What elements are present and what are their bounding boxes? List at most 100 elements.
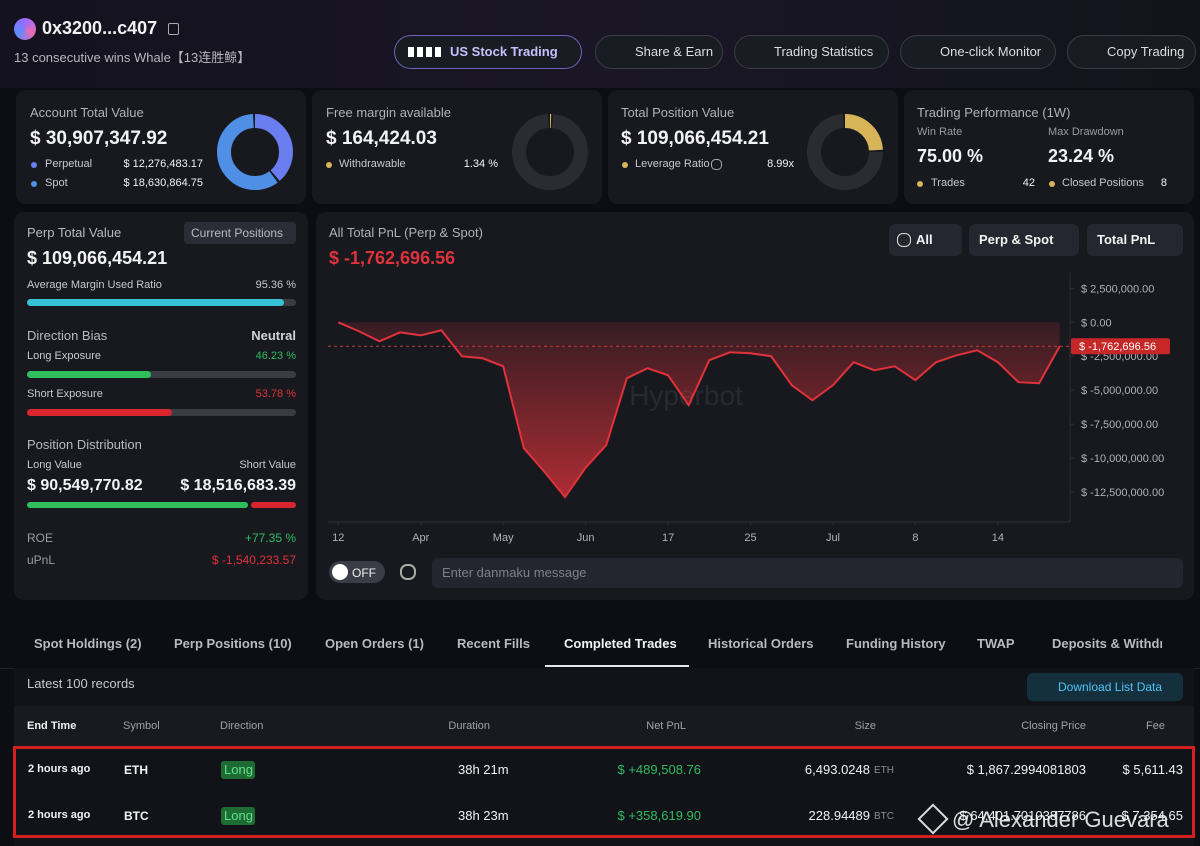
- cell: 2 hours ago: [28, 809, 91, 822]
- column-header[interactable]: Fee: [1146, 720, 1165, 733]
- current-positions-button[interactable]: [184, 222, 296, 244]
- tab[interactable]: Recent Fills: [457, 636, 530, 652]
- x-tick-label: 12: [332, 532, 344, 544]
- button-label[interactable]: Current Positions: [191, 225, 284, 240]
- tab[interactable]: Deposits & Withdrawals: [1052, 636, 1162, 652]
- column-header[interactable]: Size: [854, 720, 876, 733]
- x-tick-label: Jul: [826, 532, 840, 544]
- cell: $ 64,401.7010387786: [959, 808, 1086, 824]
- y-tick-label: $ -7,500,000.00: [1081, 419, 1158, 431]
- text: Closed Positions: [1062, 177, 1144, 190]
- bar-fill: [27, 299, 284, 306]
- donut-segment: [217, 114, 293, 190]
- pnl-line: [337, 321, 1061, 499]
- value: 53.78 %: [255, 388, 296, 401]
- cell: Long: [224, 808, 253, 824]
- clock-icon: [897, 233, 911, 247]
- metric-filter[interactable]: [1087, 224, 1183, 256]
- direction-badge: [221, 761, 255, 779]
- cell: 38h 23m: [458, 808, 509, 824]
- tab[interactable]: Funding History: [846, 636, 946, 652]
- tab[interactable]: Historical Orders: [708, 636, 814, 652]
- input-placeholder[interactable]: Enter danmaku message: [442, 565, 587, 581]
- cell: $ +489,508.76: [617, 762, 702, 778]
- tab[interactable]: Perp Positions (10): [174, 636, 292, 652]
- value: 46.23 %: [255, 350, 296, 363]
- bar-fill: [27, 371, 152, 378]
- long-share: [27, 502, 249, 508]
- copy-icon[interactable]: [168, 23, 179, 35]
- column-header[interactable]: Direction: [220, 720, 264, 733]
- filter-label[interactable]: Total PnL: [1097, 232, 1156, 248]
- header-button-label[interactable]: Share & Earn: [635, 44, 714, 60]
- danmaku-input[interactable]: [432, 558, 1183, 588]
- current-label: $ -1,762,696.56: [1079, 341, 1156, 353]
- filter-label[interactable]: All: [916, 232, 933, 248]
- toggle-knob: [332, 564, 348, 580]
- cell: 38h 21m: [458, 762, 509, 778]
- tab[interactable]: Completed Trades: [564, 636, 677, 652]
- text: Perp Total Value: [27, 225, 122, 241]
- tab[interactable]: TWAP: [977, 636, 1015, 652]
- share-button[interactable]: [595, 35, 723, 69]
- donut-segment: [217, 114, 293, 190]
- y-tick-label: $ 0.00: [1081, 317, 1112, 329]
- legend-dot: [326, 162, 332, 168]
- filter-label[interactable]: Perp & Spot: [979, 232, 1054, 248]
- header-button-label[interactable]: US Stock Trading: [450, 44, 558, 60]
- row-label: Withdrawable: [339, 158, 406, 171]
- text: ROE: [27, 530, 54, 545]
- current-label-bg: [1071, 338, 1170, 355]
- column-header[interactable]: Symbol: [123, 720, 160, 733]
- stats-button[interactable]: [734, 35, 889, 69]
- x-tick-label: Jun: [577, 532, 595, 544]
- avatar: [14, 18, 36, 40]
- row-label: Spot: [45, 177, 68, 190]
- cell: $ 1,867.2994081803: [966, 762, 1086, 778]
- row-value: 1.34 %: [463, 158, 498, 171]
- header-button-label[interactable]: Trading Statistics: [774, 44, 874, 60]
- value: $ 164,424.03: [326, 127, 437, 149]
- pnl-chart: Hyperbot$ 2,500,000.00$ 0.00$ -2,500,000…: [328, 272, 1170, 544]
- market-filter[interactable]: [969, 224, 1079, 256]
- value: $ 109,066,454.21: [27, 248, 168, 269]
- text: Max Drawdown: [1048, 126, 1124, 139]
- column-header[interactable]: Duration: [448, 720, 490, 733]
- column-header[interactable]: Closing Price: [1021, 720, 1086, 733]
- value: +77.35 %: [244, 530, 296, 545]
- settings-icon[interactable]: [400, 564, 416, 580]
- value: $ 18,516,683.39: [180, 477, 296, 495]
- download-label[interactable]: Download List Data: [1058, 679, 1163, 694]
- text: Trading Performance (1W): [917, 105, 1071, 121]
- value: 42: [1022, 177, 1035, 190]
- copy-trading-button[interactable]: [1067, 35, 1196, 69]
- donut-segment: [807, 114, 883, 190]
- tab[interactable]: Open Orders (1): [325, 636, 424, 652]
- chart-subtitle: $ -1,762,696.56: [329, 248, 456, 269]
- cell: $ 5,611.43: [1122, 762, 1183, 778]
- direction-badge: [221, 807, 255, 825]
- text: Total Position Value: [621, 105, 735, 121]
- tab[interactable]: Spot Holdings (2): [34, 636, 142, 652]
- monitor-button[interactable]: [900, 35, 1056, 69]
- x-tick-label: 8: [912, 532, 918, 544]
- download-button[interactable]: [1027, 673, 1183, 701]
- text: Long Value: [27, 459, 82, 472]
- column-header[interactable]: End Time: [27, 720, 77, 733]
- table-header: [14, 706, 1194, 746]
- donut-segment: [512, 114, 588, 190]
- column-header[interactable]: Net PnL: [646, 720, 686, 733]
- cell: 228.94489: [808, 808, 870, 824]
- perp-panel: [14, 212, 308, 600]
- donut: [217, 114, 293, 190]
- value: $ 30,907,347.92: [30, 127, 168, 149]
- donut: [512, 114, 588, 190]
- x-tick-label: 17: [662, 532, 674, 544]
- donut-segment: [807, 114, 883, 190]
- range-filter[interactable]: [889, 224, 962, 256]
- area-fill: [338, 322, 1060, 498]
- toggle-label[interactable]: OFF: [352, 565, 376, 580]
- header-button-label[interactable]: Copy Trading: [1107, 44, 1185, 60]
- header-button-label[interactable]: One-click Monitor: [940, 44, 1042, 60]
